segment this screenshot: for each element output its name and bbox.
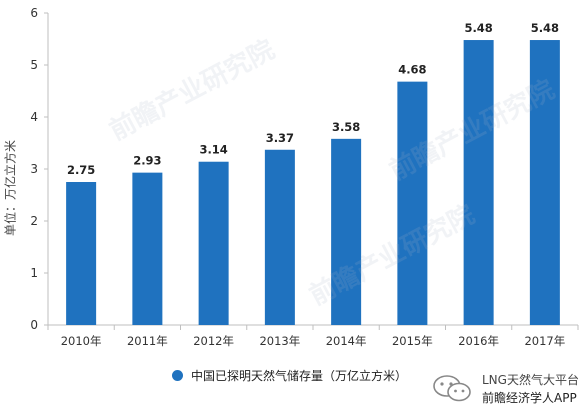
data-label: 2.75 <box>67 163 95 177</box>
data-label: 3.37 <box>266 131 294 145</box>
y-tick-label: 3 <box>30 162 38 176</box>
bar <box>463 40 494 325</box>
legend-label: 中国已探明天然气储存量（万亿立方米） <box>191 368 408 383</box>
y-axis-label: 单位：万亿立方米 <box>3 139 18 237</box>
x-tick-label: 2014年 <box>326 334 367 348</box>
y-tick-label: 1 <box>30 266 38 280</box>
bar <box>132 172 163 325</box>
bar <box>198 161 229 325</box>
data-label: 2.93 <box>133 154 161 168</box>
platform-name: 前瞻经济学人APP <box>482 391 577 405</box>
y-tick-label: 2 <box>30 214 38 228</box>
y-axis-label-box: 单位：万亿立方米 <box>0 118 20 258</box>
data-label: 5.48 <box>531 21 559 35</box>
y-tick-label: 6 <box>30 6 38 20</box>
y-tick-label: 5 <box>30 58 38 72</box>
y-tick-label: 4 <box>30 110 38 124</box>
x-tick-label: 2011年 <box>127 334 168 348</box>
data-label: 3.58 <box>332 120 360 134</box>
x-tick-label: 2017年 <box>524 334 565 348</box>
data-label: 3.14 <box>199 143 227 157</box>
bar <box>66 182 97 325</box>
wechat-account-name: LNG天然气大平台 <box>482 373 579 387</box>
bar <box>331 138 362 325</box>
y-tick-label: 0 <box>30 318 38 332</box>
x-tick-label: 2013年 <box>259 334 300 348</box>
bar <box>529 40 560 325</box>
wechat-icon <box>432 374 474 408</box>
x-tick-label: 2012年 <box>193 334 234 348</box>
x-tick-label: 2015年 <box>392 334 433 348</box>
data-label: 4.68 <box>398 63 426 77</box>
data-label: 5.48 <box>464 21 492 35</box>
bar <box>264 149 295 325</box>
x-tick-label: 2010年 <box>61 334 102 348</box>
legend: 中国已探明天然气储存量（万亿立方米） <box>172 366 407 384</box>
bar <box>397 81 428 325</box>
x-tick-label: 2016年 <box>458 334 499 348</box>
legend-marker <box>172 369 183 381</box>
